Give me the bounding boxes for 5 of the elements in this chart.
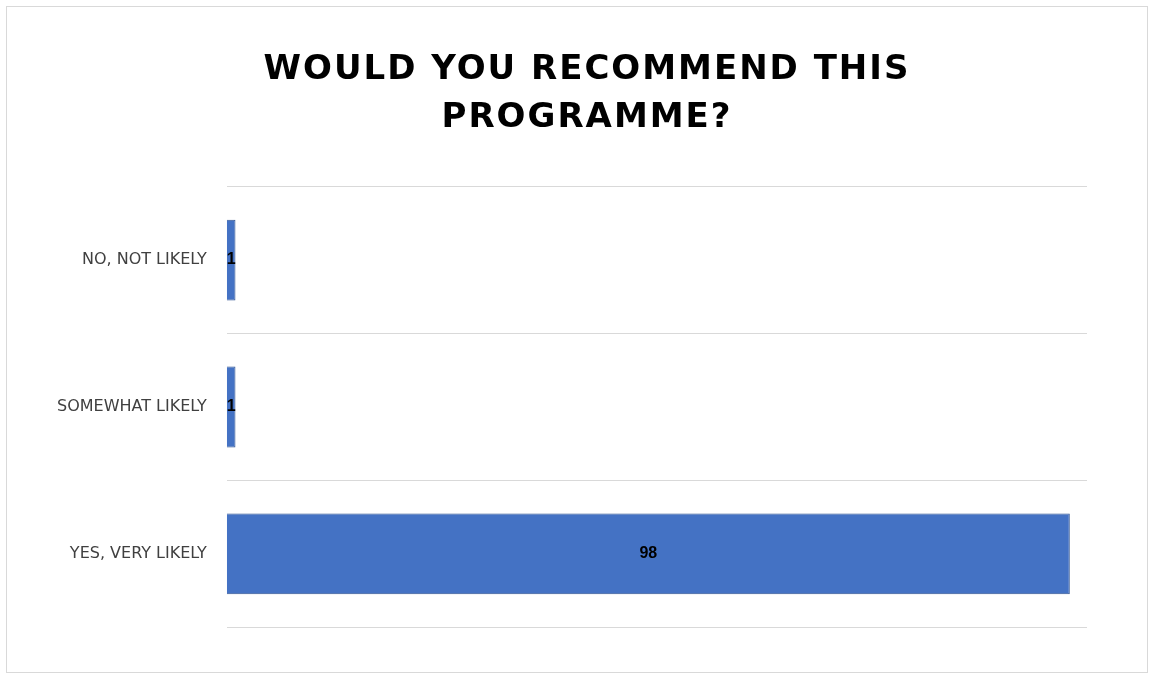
chart-title: WOULD YOU RECOMMEND THIS PROGRAMME? xyxy=(262,46,912,137)
data-label: 98 xyxy=(639,544,658,562)
y-tick-label: SOMEWHAT LIKELY xyxy=(57,396,208,416)
y-tick-label: NO, NOT LIKELY xyxy=(81,249,208,269)
y-tick-label: YES, VERY LIKELY xyxy=(68,543,208,563)
